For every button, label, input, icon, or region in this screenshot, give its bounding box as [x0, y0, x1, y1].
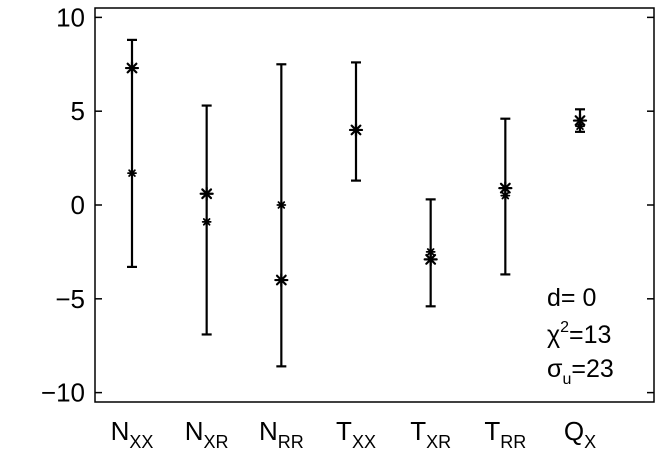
- annotation-chi-exponent: 2: [560, 319, 569, 336]
- y-tick-label: 0: [71, 190, 85, 220]
- annotation-box: d= 0 χ2=13 σu=23: [547, 284, 614, 388]
- x-category-label-subscript: RR: [500, 432, 526, 452]
- marker-large: [199, 186, 214, 201]
- y-axis-ticks: 10 5 0 −5 −10: [41, 2, 654, 408]
- marker-small: [575, 121, 585, 132]
- annotation-chi-value: =13: [569, 321, 611, 349]
- x-category-label-subscript: X: [584, 432, 596, 452]
- x-category-label-subscript: XX: [129, 432, 153, 452]
- plot-area: [94, 7, 655, 403]
- x-category-label-main: Q: [564, 416, 584, 446]
- marker-small: [425, 247, 436, 257]
- x-category-label-subscript: XR: [426, 432, 451, 452]
- y-tick-label: −5: [55, 284, 85, 314]
- marker-large: [274, 272, 289, 288]
- x-category-label: NRR: [259, 416, 304, 452]
- y-tick-label: −10: [41, 378, 85, 408]
- x-category-label: QX: [564, 416, 596, 452]
- x-category-label-subscript: XR: [204, 432, 229, 452]
- x-category-label: NXR: [185, 416, 229, 452]
- marker-small: [276, 200, 287, 210]
- annotation-chi-symbol: χ: [547, 321, 560, 349]
- marker-small: [127, 168, 137, 179]
- y-tick-label: 5: [71, 96, 85, 126]
- annotation-sigma-value: =23: [571, 355, 613, 383]
- marker-large: [498, 181, 513, 196]
- annotation-d: d= 0: [547, 284, 596, 312]
- x-category-label-subscript: RR: [278, 432, 304, 452]
- x-category-label: NXX: [111, 416, 154, 452]
- marker-small: [500, 190, 511, 201]
- marker-small: [351, 125, 361, 135]
- marker-large: [124, 60, 140, 76]
- annotation-sigma-symbol: σ: [547, 355, 563, 383]
- x-category-label-main: T: [336, 416, 352, 446]
- x-category-label-main: N: [259, 416, 278, 446]
- annotation-sigma-subscript: u: [562, 371, 571, 388]
- x-category-label-main: N: [111, 416, 130, 446]
- x-axis-category-labels: NXX NXR NRR TXX TXR TRR QX: [111, 416, 597, 452]
- x-category-label-subscript: XX: [352, 432, 376, 452]
- marker-small: [201, 216, 212, 227]
- annotation-sigma: σu=23: [547, 355, 614, 388]
- x-category-label: TXR: [410, 416, 451, 452]
- y-tick-label: 10: [56, 2, 85, 32]
- x-category-label-main: T: [410, 416, 426, 446]
- annotation-chi-square: χ2=13: [547, 319, 611, 349]
- data-markers: [124, 60, 588, 288]
- x-category-label-main: T: [484, 416, 500, 446]
- x-category-label: TRR: [484, 416, 526, 452]
- x-category-label-main: N: [185, 416, 204, 446]
- x-category-label: TXX: [336, 416, 376, 452]
